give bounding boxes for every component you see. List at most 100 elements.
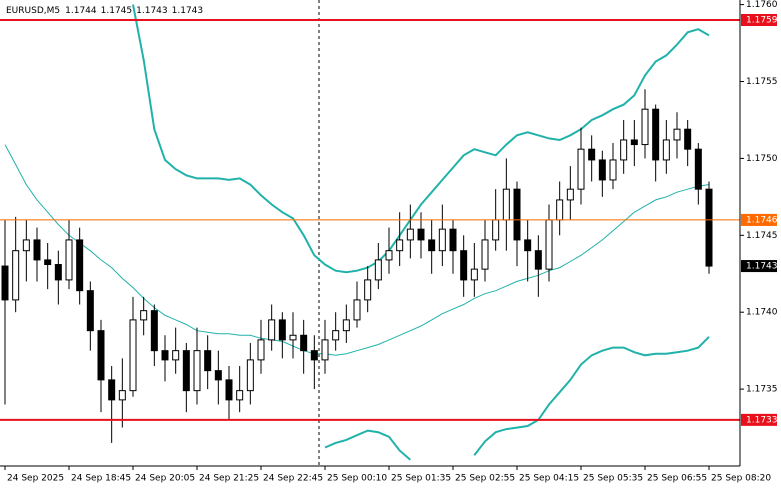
candle-body [300, 334, 308, 352]
candle-body [310, 350, 318, 361]
x-tick-label: 25 Sep 06:55 [647, 474, 707, 484]
x-tick-label: 25 Sep 00:10 [327, 474, 387, 484]
plot-area [0, 4, 740, 461]
level-label-box [741, 13, 777, 26]
y-tick-label: 1.1735 [746, 385, 778, 395]
candle-body [172, 350, 180, 361]
level-label-box [741, 413, 777, 426]
candle-body [524, 239, 532, 252]
candle-body [44, 259, 52, 266]
candle-body [705, 188, 713, 267]
candle-body [470, 268, 478, 281]
symbol: EURUSD,M5 [6, 6, 60, 16]
candle-body [65, 239, 73, 281]
header-open: 1.1744 [65, 6, 97, 16]
x-tick-label: 25 Sep 01:35 [391, 474, 451, 484]
candle-body [54, 264, 62, 281]
header-high: 1.1745 [101, 6, 133, 16]
x-tick-label: 25 Sep 05:35 [583, 474, 643, 484]
candle-body [449, 228, 457, 252]
candle-body [225, 379, 233, 401]
header: EURUSD,M5 1.1744 1.1745 1.1743 1.1743 [6, 6, 203, 16]
header-low: 1.1743 [136, 6, 168, 16]
y-tick-label: 1.1760 [746, 0, 778, 10]
candle-body [108, 379, 116, 401]
candle-body [598, 159, 606, 181]
candle-body [417, 228, 425, 241]
candle-body [140, 310, 148, 321]
candle-body [246, 359, 254, 392]
candle-body [33, 239, 41, 261]
band-line [324, 336, 710, 461]
candle-body [353, 299, 361, 321]
level-label: 1.1733 [746, 415, 778, 425]
candle-body [620, 139, 628, 161]
x-tick-label: 24 Sep 2025 [7, 474, 64, 484]
candle-body [652, 108, 660, 161]
x-tick-label: 24 Sep 18:45 [71, 474, 131, 484]
candle-body [342, 319, 350, 332]
header-close: 1.1743 [172, 6, 204, 16]
candle-body [161, 350, 169, 361]
y-tick-label: 1.1745 [746, 231, 778, 241]
candle-body [428, 239, 436, 252]
last-price-label: 1.1743 [746, 262, 778, 272]
candle-body [534, 250, 542, 270]
y-tick-label: 1.1750 [746, 154, 778, 164]
x-tick-label: 24 Sep 22:45 [263, 474, 323, 484]
level-label-box [741, 213, 777, 226]
candle-body [556, 199, 564, 221]
candle-body [374, 259, 382, 281]
candle-body [492, 219, 500, 241]
candle-body [193, 350, 201, 392]
candle-body [332, 330, 340, 341]
candle-body [684, 128, 692, 150]
candle-body [385, 250, 393, 261]
candle-body [76, 239, 84, 292]
candle-body [630, 139, 638, 146]
candle-body [694, 148, 702, 190]
candle-body [577, 148, 585, 190]
candle-body [662, 139, 670, 161]
axes: 1.1760 1.1755 1.1750 1.1745 1.1740 1.1735 24 S… [4, 0, 778, 484]
candle-body [641, 108, 649, 146]
x-tick-label: 25 Sep 08:20 [711, 474, 771, 484]
candle-body [214, 370, 222, 381]
candle-body [609, 159, 617, 181]
candle-body [204, 350, 212, 372]
candle-body [236, 390, 244, 401]
candle-body [257, 339, 265, 361]
candle-body [406, 228, 414, 241]
candle-body [129, 319, 137, 392]
candle-body [22, 239, 30, 252]
candle-body [545, 219, 553, 270]
candle-body [289, 334, 297, 341]
candle-body [673, 128, 681, 141]
candle-body [588, 148, 596, 161]
candle-body [502, 188, 510, 221]
candle-body [97, 330, 105, 381]
level-label: 1.1746 [746, 215, 778, 225]
candle-body [118, 390, 126, 401]
x-tick-label: 25 Sep 02:55 [455, 474, 515, 484]
candle-body [182, 350, 190, 392]
candle-body [1, 265, 9, 301]
y-axis-area [740, 0, 781, 489]
x-axis-area [0, 466, 781, 489]
candle-body [513, 188, 521, 241]
level-label: 1.1759 [746, 15, 778, 25]
band-line [4, 144, 710, 356]
candle-body [396, 239, 404, 252]
candle-body [364, 279, 372, 301]
candle-body [86, 290, 94, 332]
candle-body [438, 228, 446, 252]
candle-body [278, 319, 286, 341]
last-price-box [741, 260, 777, 273]
x-tick-label: 24 Sep 21:25 [199, 474, 259, 484]
candle-body [481, 239, 489, 270]
candle-body [150, 310, 158, 352]
candle-body [321, 339, 329, 361]
y-tick-label: 1.1740 [746, 308, 778, 318]
